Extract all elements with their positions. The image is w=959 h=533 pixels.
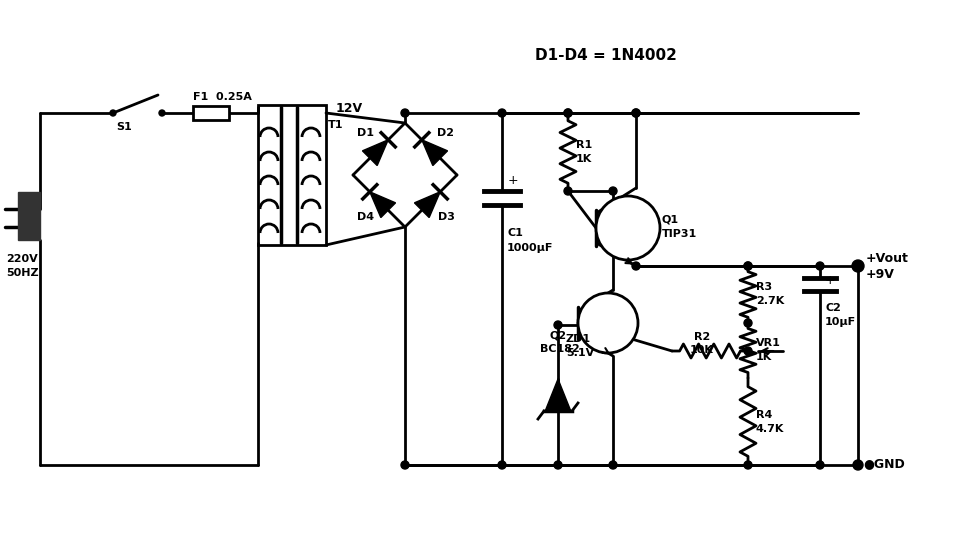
Text: +: + (825, 274, 835, 287)
Text: +Vout: +Vout (866, 252, 909, 264)
Text: 10μF: 10μF (825, 317, 856, 327)
Text: 4.7K: 4.7K (756, 424, 784, 433)
Text: ●GND: ●GND (863, 457, 904, 471)
Text: 1000μF: 1000μF (507, 243, 553, 253)
Circle shape (816, 461, 824, 469)
Bar (193, 106, 229, 120)
Circle shape (564, 109, 572, 117)
Circle shape (498, 109, 506, 117)
Circle shape (564, 109, 572, 117)
Text: +: + (508, 174, 519, 188)
Text: C2: C2 (825, 303, 841, 313)
Circle shape (852, 260, 864, 272)
Text: 1K: 1K (576, 154, 593, 164)
Circle shape (401, 109, 409, 117)
Circle shape (632, 109, 640, 117)
Text: Q1: Q1 (662, 215, 679, 225)
Text: R3: R3 (756, 282, 772, 293)
Text: 50HZ: 50HZ (6, 268, 38, 278)
Text: T1: T1 (328, 120, 343, 130)
Text: 10K: 10K (690, 345, 713, 355)
Circle shape (744, 319, 752, 327)
Text: 220V: 220V (6, 254, 37, 264)
Text: +9V: +9V (866, 268, 895, 280)
Text: D2: D2 (437, 128, 455, 138)
Polygon shape (546, 379, 571, 411)
Circle shape (498, 461, 506, 469)
Polygon shape (370, 192, 395, 217)
Bar (18, 192, 40, 240)
Circle shape (110, 110, 116, 116)
Text: S1: S1 (116, 122, 131, 132)
Bar (258, 105, 326, 245)
Text: 12V: 12V (336, 101, 363, 115)
Text: 2.7K: 2.7K (756, 296, 784, 306)
Circle shape (564, 187, 572, 195)
Text: Q2: Q2 (550, 330, 567, 340)
Text: ZD1: ZD1 (566, 334, 591, 344)
Text: BC182: BC182 (540, 344, 580, 354)
Polygon shape (363, 140, 388, 166)
Circle shape (596, 196, 660, 260)
Text: F1  0.25A: F1 0.25A (193, 92, 252, 102)
Text: R4: R4 (756, 409, 772, 419)
Circle shape (554, 321, 562, 329)
Text: D4: D4 (358, 212, 375, 222)
Text: C1: C1 (507, 228, 523, 238)
Text: TIP31: TIP31 (662, 229, 697, 239)
Circle shape (578, 293, 638, 353)
Circle shape (609, 187, 617, 195)
Circle shape (744, 262, 752, 270)
Circle shape (744, 461, 752, 469)
Text: R1: R1 (576, 140, 593, 150)
Text: D3: D3 (437, 212, 455, 222)
Text: D1-D4 = 1N4002: D1-D4 = 1N4002 (535, 47, 677, 62)
Text: VR1: VR1 (756, 338, 781, 349)
Circle shape (744, 347, 752, 355)
Text: R2: R2 (694, 332, 710, 342)
Polygon shape (414, 192, 440, 217)
Polygon shape (422, 140, 448, 166)
Text: 5.1V: 5.1V (566, 348, 595, 358)
Circle shape (744, 262, 752, 270)
Circle shape (401, 461, 409, 469)
Text: D1: D1 (358, 128, 375, 138)
Circle shape (632, 109, 640, 117)
Circle shape (159, 110, 165, 116)
Text: 1K: 1K (756, 352, 772, 362)
Circle shape (816, 262, 824, 270)
Circle shape (632, 262, 640, 270)
Circle shape (554, 461, 562, 469)
Circle shape (853, 460, 863, 470)
Circle shape (609, 461, 617, 469)
